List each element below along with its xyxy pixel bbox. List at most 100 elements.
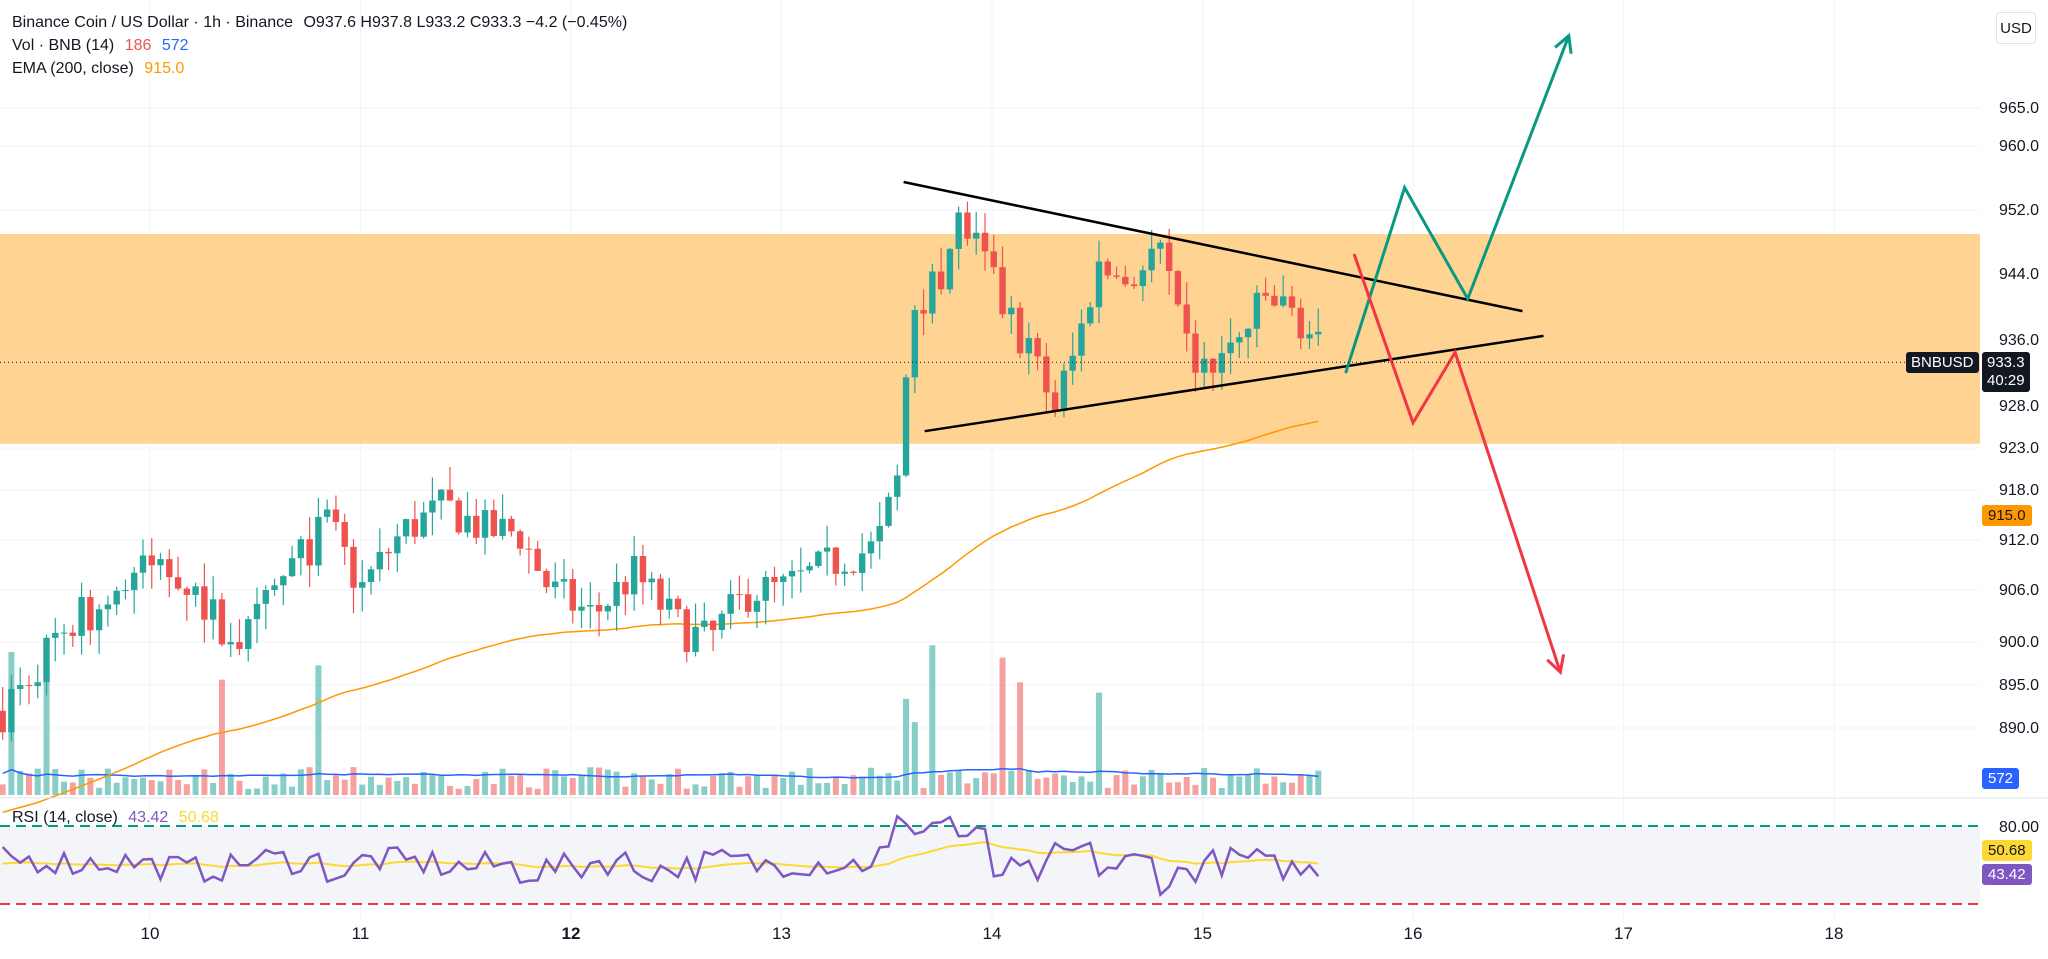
- volume-label: Vol · BNB (14): [12, 37, 115, 54]
- candle-body: [60, 632, 68, 634]
- volume-bar: [306, 767, 313, 795]
- candle-body: [420, 512, 427, 537]
- candle-body: [1288, 296, 1296, 308]
- volume-bar: [955, 771, 962, 795]
- candle-body: [43, 637, 50, 683]
- volume-bar: [455, 788, 462, 795]
- time-axis[interactable]: 10 11 12 13 14 15 16 17 18: [141, 924, 1844, 943]
- candle-body: [402, 519, 410, 537]
- candle-body: [508, 518, 515, 532]
- candle-body: [920, 310, 927, 314]
- bearish-projection-arrow: [1352, 253, 1562, 673]
- volume-bar: [1139, 776, 1146, 795]
- candle-body: [34, 682, 41, 687]
- volume-bar: [1262, 783, 1269, 795]
- time-tick-label: 16: [1404, 924, 1423, 943]
- candle-body: [797, 570, 804, 572]
- rsi-value: 43.42: [128, 809, 169, 826]
- time-tick-label: 17: [1614, 924, 1633, 943]
- volume-bar: [499, 768, 506, 795]
- volume-bar: [832, 776, 839, 795]
- candle-body: [762, 576, 769, 601]
- candle-body: [78, 597, 85, 636]
- candle-body: [1201, 358, 1208, 373]
- candle-body: [516, 531, 524, 549]
- volume-bar: [324, 780, 331, 795]
- candle-body: [788, 570, 796, 577]
- candle-body: [209, 599, 217, 620]
- chart-grid: [0, 0, 1980, 920]
- volume-bar: [201, 769, 208, 795]
- candle-body: [885, 496, 892, 526]
- candle-body: [104, 604, 112, 610]
- candle-body: [262, 589, 269, 604]
- candle-body: [1165, 242, 1173, 272]
- candle-body: [543, 570, 550, 588]
- candle-body: [341, 522, 348, 547]
- price-tick-label: 960.0: [1999, 138, 2039, 155]
- volume-bar: [96, 787, 103, 795]
- candle-body: [990, 251, 997, 268]
- volume-bar: [657, 783, 664, 795]
- price-tick-label: 906.0: [1999, 582, 2039, 599]
- candle-body: [622, 582, 629, 595]
- volume-bar: [350, 767, 357, 795]
- candle-body: [1104, 261, 1111, 276]
- time-tick-label: 13: [772, 924, 791, 943]
- candle-body: [113, 590, 120, 605]
- candle-body: [1209, 358, 1217, 373]
- volume-bar: [227, 773, 234, 795]
- candle-body: [648, 578, 655, 583]
- volume-bar: [218, 679, 225, 795]
- candle-body: [1130, 284, 1138, 287]
- volume-bar: [61, 781, 68, 795]
- candle-body: [227, 642, 234, 645]
- volume-bar: [464, 786, 471, 795]
- volume-bar: [236, 780, 243, 795]
- candle-body: [69, 632, 77, 636]
- candle-body: [534, 548, 541, 571]
- currency-button[interactable]: USD: [1996, 12, 2036, 44]
- candle-body: [1008, 307, 1015, 315]
- volume-bar: [1315, 770, 1322, 795]
- volume-bar: [385, 777, 392, 795]
- candle-body: [52, 632, 59, 638]
- volume-bar: [420, 771, 427, 795]
- volume-bar: [569, 778, 576, 795]
- candle-body: [841, 571, 848, 574]
- volume-bar: [175, 780, 182, 795]
- candle-body: [157, 559, 164, 566]
- volume-bar: [341, 779, 348, 795]
- volume-bar: [289, 786, 296, 795]
- candle-body: [297, 539, 305, 559]
- candle-body: [806, 566, 813, 571]
- candle-body: [604, 605, 612, 612]
- volume-bar: [1271, 776, 1278, 795]
- time-tick-label: 14: [983, 924, 1002, 943]
- volume-bar: [438, 775, 445, 795]
- volume-bar: [543, 768, 550, 795]
- candle-body: [630, 556, 638, 595]
- candle-body: [937, 271, 945, 290]
- volume-bar: [113, 782, 120, 795]
- candle-body: [350, 546, 357, 588]
- candle-body: [1218, 353, 1225, 373]
- volume-bar: [1166, 782, 1173, 795]
- volume-legend: Vol · BNB (14) 186 572: [12, 37, 195, 55]
- candle-body: [271, 585, 278, 590]
- candle-body: [1087, 307, 1094, 324]
- candle-body: [1148, 248, 1155, 271]
- candle-body: [525, 548, 533, 550]
- price-axis[interactable]: 965.0 960.0 952.0 944.0 936.0 928.0 923.0 918.0…: [1999, 100, 2039, 836]
- candle-body: [25, 685, 33, 687]
- volume-bar: [1034, 778, 1041, 795]
- candle-body: [1315, 331, 1322, 335]
- candle-body: [736, 594, 743, 596]
- candle-body: [709, 620, 717, 631]
- candle-body: [1069, 355, 1076, 371]
- volume-bar: [1174, 782, 1181, 795]
- candle-body: [894, 475, 901, 497]
- candle-body: [499, 518, 506, 536]
- countdown-value: 40:29: [1987, 372, 2025, 389]
- volume-bar: [1280, 782, 1287, 795]
